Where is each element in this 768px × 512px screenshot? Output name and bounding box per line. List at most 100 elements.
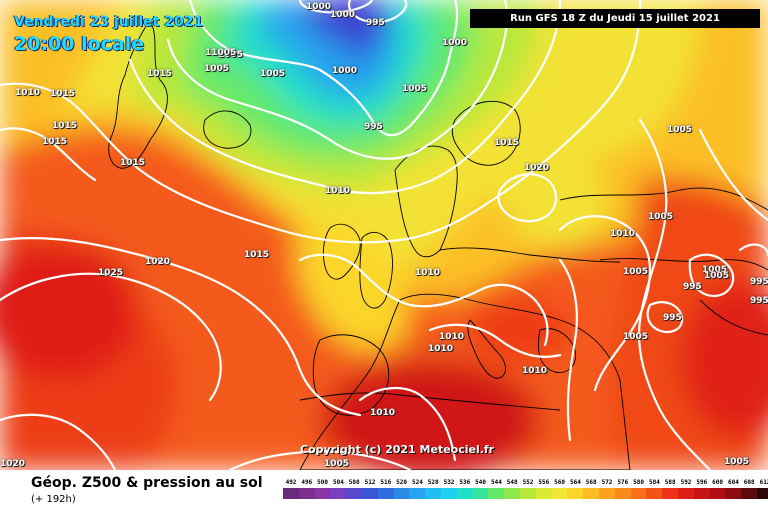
legend-value: 596 [696,479,708,486]
legend-cell: 596 [693,477,710,501]
legend-swatch [535,488,552,499]
legend-swatch [314,488,331,499]
legend-swatch [504,488,521,499]
isobar-label: 995 [663,313,682,323]
isobar-label: 1010 [522,366,548,376]
isobar-label: 1000 [330,10,356,20]
legend-cell: 560 [551,477,568,501]
legend-swatch [409,488,426,499]
isobar-label: 1005 [623,267,649,277]
legend-value: 532 [443,479,455,486]
legend-swatch [757,488,768,499]
isobar-label: 1005 [402,84,428,94]
land-outlines [108,19,768,470]
legend-cell: 492 [283,477,299,501]
legend-value: 520 [396,479,408,486]
legend-swatch [520,488,536,499]
legend-swatch [393,488,410,499]
legend-value: 548 [506,479,518,486]
legend-cell: 552 [520,477,536,501]
legend-value: 600 [712,479,724,486]
legend-swatch [709,488,726,499]
legend-cell: 556 [535,477,552,501]
isobar-label: 1015 [52,121,78,131]
legend-value: 492 [285,479,297,486]
forecast-offset: (+ 192h) [31,494,76,505]
legend-cell: 500 [314,477,331,501]
legend-value: 580 [633,479,645,486]
isobar-label: 1020 [145,257,171,267]
legend-cell: 588 [662,477,679,501]
legend-swatch [330,488,347,499]
legend-swatch [646,488,663,499]
legend-swatch [678,488,694,499]
legend-value: 556 [538,479,550,486]
isobar-label: 1010 [15,88,41,98]
isobar-label: 995 [750,277,768,287]
isobar-label: 1015 [244,250,270,260]
isobar-lines [0,0,768,470]
map-title: Géop. Z500 & pression au sol [31,475,263,491]
legend-cell: 532 [441,477,457,501]
legend-cell: 612 [757,477,768,501]
legend-cell: 580 [630,477,647,501]
legend-cell: 608 [741,477,758,501]
isobar-label: 1005 [260,69,286,79]
weather-map [0,0,768,470]
legend-swatch [693,488,710,499]
geopotential-field [0,0,768,470]
isobar-label: 1020 [0,459,26,469]
isobar-label: 1010 [415,268,441,278]
legend-value: 568 [585,479,597,486]
legend-swatch [662,488,679,499]
isobar-label: 1015 [120,158,146,168]
legend-cell: 512 [362,477,378,501]
legend-value: 516 [380,479,392,486]
legend-cell: 524 [409,477,426,501]
legend-value: 608 [743,479,755,486]
isobar-label: 1020 [524,163,550,173]
isobar-label: 1005 [667,125,693,135]
isobar-label: 1005 [702,265,728,275]
legend-cell: 504 [330,477,347,501]
legend-cell: 584 [646,477,663,501]
legend-cell: 536 [456,477,473,501]
isobar-label: 1000 [332,66,358,76]
legend-cell: 540 [472,477,489,501]
isobar-label: 1025 [98,268,124,278]
isobar-label: 1010 [428,344,454,354]
isobar-label: 995 [364,122,383,132]
isobar-label: 995 [366,18,385,28]
legend-cell: 548 [504,477,521,501]
isobar-label: 1005 [648,212,674,222]
isobar-label: 1015 [42,137,68,147]
legend-swatch [488,488,505,499]
copyright-notice: Copyright (c) 2021 Meteociel.fr [300,443,495,456]
legend-swatch [599,488,615,499]
legend-swatch [725,488,742,499]
isobar-label: 1005 [204,64,230,74]
legend-cell: 600 [709,477,726,501]
isobar-label: 1015 [494,138,520,148]
legend-value: 572 [601,479,613,486]
legend-value: 524 [411,479,423,486]
legend-value: 504 [332,479,344,486]
legend-value: 584 [648,479,660,486]
legend-swatch [472,488,489,499]
forecast-time: 20:00 locale [14,33,145,55]
isobar-label: 1010 [610,229,636,239]
isobar-label: 1005 [704,271,730,281]
legend-cell: 564 [567,477,584,501]
legend-value: 552 [522,479,534,486]
legend-value: 592 [680,479,692,486]
legend-cell: 576 [614,477,631,501]
legend-swatch [298,488,315,499]
legend-cell: 568 [583,477,600,501]
legend-value: 604 [727,479,739,486]
legend-value: 512 [364,479,376,486]
legend-cell: 572 [599,477,615,501]
legend-swatch [583,488,600,499]
isobar-label: 1010 [439,332,465,342]
legend-cell: 544 [488,477,505,501]
legend-swatch [346,488,363,499]
